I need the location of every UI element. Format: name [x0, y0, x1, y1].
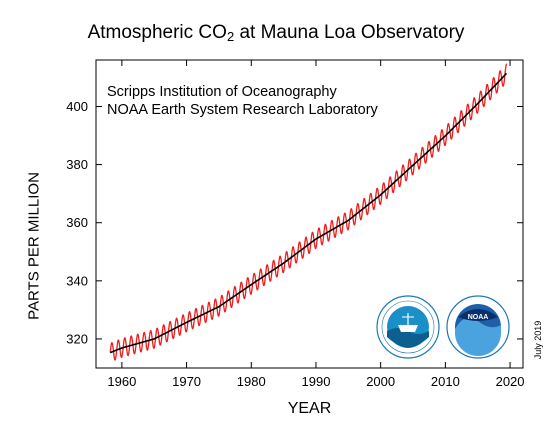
x-tick-label: 2000	[366, 374, 395, 389]
y-tick-label: 320	[66, 331, 88, 346]
monthly-co2-line	[109, 63, 508, 361]
scripps-logo	[376, 295, 440, 359]
chart-title: Atmospheric CO2 at Mauna Loa Observatory	[87, 22, 465, 44]
y-tick-label: 340	[66, 273, 88, 288]
credit-line-2: NOAA Earth System Research Laboratory	[107, 102, 378, 118]
y-tick-label: 400	[66, 99, 88, 114]
noaa-logo: NOAA	[446, 295, 510, 359]
axis-ticks: 1960 1970 1980 1990 2000 2010 2020 320 340 360 380…	[66, 60, 525, 389]
plot-frame	[95, 59, 524, 369]
credit-line-1: Scripps Institution of Oceanography	[107, 84, 337, 100]
svg-text:NOAA: NOAA	[468, 314, 489, 321]
data-series	[109, 63, 508, 361]
x-tick-label: 1980	[237, 374, 266, 389]
x-tick-label: 1970	[172, 374, 201, 389]
x-tick-label: 1960	[107, 374, 136, 389]
x-axis-label: YEAR	[287, 400, 332, 417]
x-tick-label: 1990	[302, 374, 331, 389]
trend-co2-line	[109, 72, 508, 354]
y-axis-label: PARTS PER MILLION	[25, 172, 43, 320]
x-tick-label: 2020	[496, 374, 525, 389]
date-stamp: July 2019	[533, 320, 543, 360]
y-tick-label: 360	[66, 215, 88, 230]
y-tick-label: 380	[66, 157, 88, 172]
x-tick-label: 2010	[431, 374, 460, 389]
